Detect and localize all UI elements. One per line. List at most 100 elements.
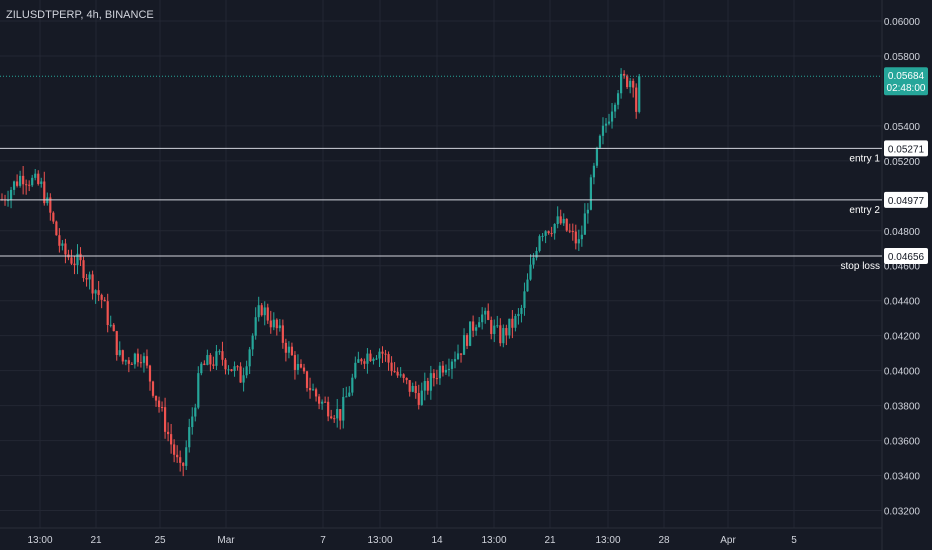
candle-body: [245, 366, 248, 376]
candle-body: [82, 260, 85, 279]
candle-body: [571, 231, 574, 233]
candle-body: [550, 233, 553, 235]
candle-body: [526, 279, 529, 292]
candle-body: [351, 377, 354, 393]
candle-body: [19, 175, 22, 186]
level-price-tag: [884, 140, 928, 157]
candle-body: [227, 369, 230, 371]
candle-body: [520, 307, 523, 314]
last-price-countdown: 02:48:00: [887, 83, 926, 94]
candle-body: [61, 243, 64, 246]
candle-body: [112, 324, 115, 332]
candle-body: [109, 324, 112, 326]
candle-body: [553, 223, 556, 234]
last-price-tag: [884, 67, 928, 96]
candle-body: [357, 359, 360, 363]
candle-body: [55, 221, 58, 236]
candle-body: [580, 234, 583, 240]
candle-body: [281, 325, 284, 343]
candle-body: [100, 294, 103, 300]
candle-body: [336, 409, 339, 419]
price-tick-label: 0.04000: [884, 367, 921, 378]
candle-body: [254, 317, 257, 336]
candle-body: [203, 363, 206, 365]
time-tick-label: 21: [544, 535, 556, 546]
price-tick-label: 0.03200: [884, 507, 921, 518]
candle-body: [441, 365, 445, 373]
candle-body: [194, 407, 197, 417]
candle-body: [70, 257, 73, 264]
candle-body: [429, 373, 432, 391]
candle-body: [333, 418, 336, 420]
candle-body: [456, 353, 460, 360]
price-tick-label: 0.03800: [884, 402, 921, 413]
candle-body: [478, 322, 481, 328]
candle-body: [339, 409, 342, 421]
candle-body: [79, 253, 82, 261]
candle-body: [130, 363, 133, 365]
candle-body: [559, 216, 562, 224]
candle-body: [426, 381, 429, 391]
candle-body: [632, 80, 635, 88]
candle-body: [529, 264, 532, 280]
time-tick-label: 28: [658, 535, 670, 546]
candle-body: [6, 199, 10, 201]
level-price-label: 0.04977: [888, 196, 925, 207]
candle-body: [544, 231, 547, 236]
time-tick-label: 13:00: [481, 535, 506, 546]
candle-body: [547, 231, 550, 234]
candle-body: [487, 310, 490, 320]
candle-body: [209, 355, 212, 365]
candle-body: [299, 363, 303, 368]
candle-body: [523, 291, 526, 308]
candle-body: [185, 447, 188, 466]
candle-body: [620, 73, 623, 94]
candle-body: [535, 250, 538, 258]
candle-body: [284, 342, 287, 353]
candle-body: [31, 177, 34, 186]
candle-body: [405, 377, 408, 381]
candle-body: [475, 327, 478, 331]
candle-body: [260, 305, 263, 316]
candle-body: [197, 373, 200, 408]
candle-body: [393, 371, 396, 373]
candle-body: [481, 314, 484, 323]
candle-body: [58, 235, 61, 246]
candle-body: [450, 361, 454, 369]
candle-body: [314, 389, 318, 397]
time-tick-label: 13:00: [595, 535, 620, 546]
candle-body: [275, 319, 278, 329]
candle-body: [556, 216, 559, 224]
level-price-tag: [884, 247, 928, 264]
candle-body: [417, 393, 420, 405]
candle-body: [305, 371, 309, 388]
candle-body: [43, 181, 46, 204]
candle-body: [12, 181, 16, 190]
candle-body: [635, 87, 638, 112]
candle-body: [121, 350, 124, 362]
candle-body: [423, 381, 426, 391]
candle-body: [139, 362, 143, 364]
time-tick-label: 5: [791, 535, 797, 546]
candle-body: [595, 147, 599, 166]
candle-body: [34, 173, 37, 178]
candle-body: [64, 243, 67, 255]
candle-body: [324, 401, 327, 403]
candle-body: [505, 328, 508, 336]
candle-body: [163, 407, 167, 432]
candle-body: [124, 360, 127, 362]
candle-body: [399, 374, 402, 376]
candle-body: [154, 395, 158, 401]
candle-body: [115, 331, 118, 356]
candle-body: [469, 321, 472, 346]
candle-body: [511, 318, 514, 328]
candle-body: [330, 416, 333, 419]
level-name-label: entry 2: [849, 205, 880, 216]
time-tick-label: 7: [320, 535, 326, 546]
candle-body: [517, 313, 520, 317]
candle-body: [272, 319, 275, 328]
candle-body: [311, 389, 315, 391]
